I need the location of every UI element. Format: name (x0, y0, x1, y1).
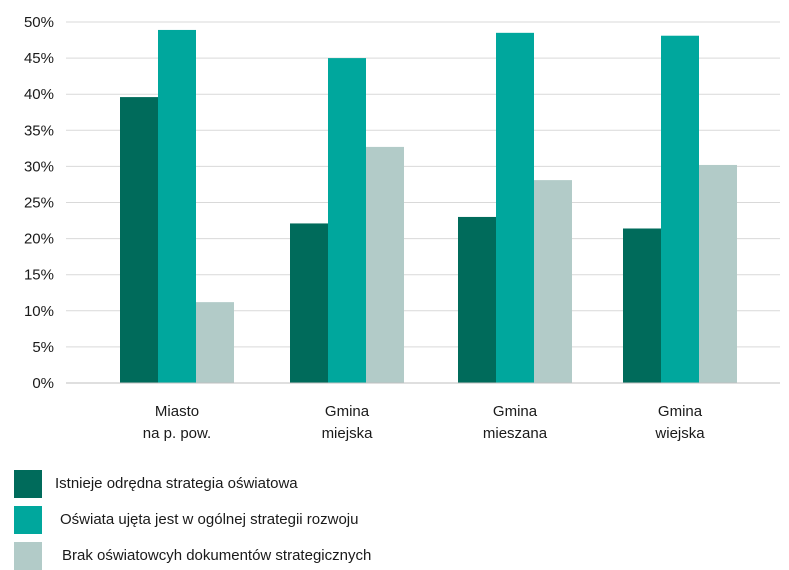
legend-label: Istnieje odrędna strategia oświatowa (55, 475, 298, 492)
y-axis-tick-labels: 0% 5% 10% 15% 20% 25% 30% 35% 40% 45% 50% (24, 14, 54, 392)
bar (366, 146, 404, 383)
category-label: Gmina (493, 403, 538, 420)
bar (534, 180, 572, 383)
legend-swatch (14, 542, 42, 570)
bar (196, 302, 234, 383)
y-tick-label: 5% (32, 339, 54, 356)
bar (290, 223, 328, 383)
bars (120, 29, 737, 384)
category-label: mieszana (483, 425, 548, 442)
y-tick-label: 0% (32, 375, 54, 392)
bar (158, 29, 196, 384)
legend-swatch (14, 470, 42, 498)
category-label: Gmina (325, 403, 370, 420)
bar (623, 228, 661, 383)
category-labels: Miasto na p. pow. Gmina miejska Gmina mieszan… (143, 403, 705, 442)
y-tick-label: 50% (24, 14, 54, 31)
y-tick-label: 15% (24, 267, 54, 284)
bar (328, 58, 366, 383)
category-label: Miasto (155, 403, 199, 420)
legend-swatch (14, 506, 42, 534)
legend-label: Oświata ujęta jest w ogólnej strategii r… (60, 511, 359, 528)
category-label: Gmina (658, 403, 703, 420)
bar (458, 216, 496, 383)
bar-chart: 0% 5% 10% 15% 20% 25% 30% 35% 40% 45% 50% Miasto na… (24, 14, 780, 442)
legend-label: Brak oświatowcyh dokumentów strategiczny… (62, 547, 372, 564)
y-tick-label: 10% (24, 303, 54, 320)
y-tick-label: 35% (24, 122, 54, 139)
category-label: miejska (322, 425, 374, 442)
category-label: na p. pow. (143, 425, 211, 442)
y-tick-label: 40% (24, 86, 54, 103)
bar (496, 32, 534, 384)
bar (120, 97, 158, 383)
y-tick-label: 30% (24, 158, 54, 175)
y-tick-label: 25% (24, 195, 54, 212)
category-label: wiejska (654, 425, 705, 442)
y-tick-label: 20% (24, 231, 54, 248)
bar (661, 35, 699, 384)
y-tick-label: 45% (24, 50, 54, 67)
bar (699, 164, 737, 383)
